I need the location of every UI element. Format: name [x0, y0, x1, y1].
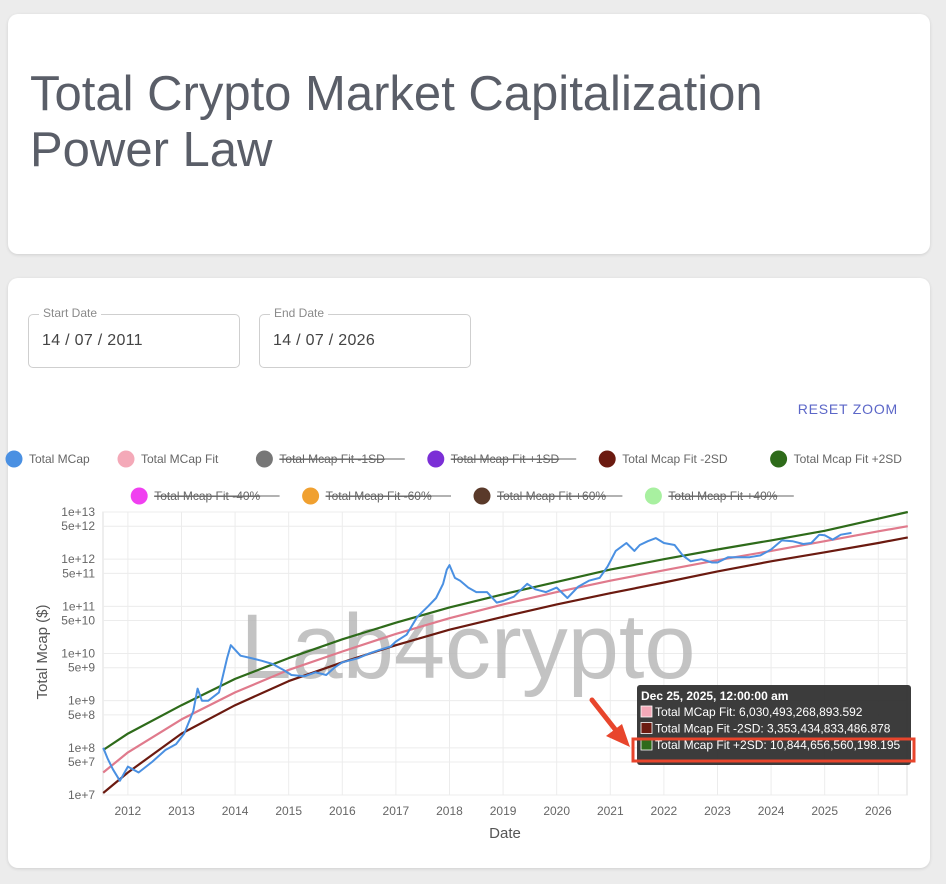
y-axis-label: Total Mcap ($): [34, 604, 51, 699]
legend-item-total-mcap-fit-1sd[interactable]: Total Mcap Fit -1SD: [255, 450, 405, 468]
x-tick-label: 2026: [865, 804, 892, 818]
tooltip-highlight-box: [631, 737, 916, 763]
x-tick-label: 2017: [383, 804, 410, 818]
legend-item-total-mcap-fit-60-[interactable]: Total Mcap Fit -60%: [302, 487, 451, 505]
end-date-value[interactable]: 14 / 07 / 2026: [273, 332, 376, 349]
start-date-value[interactable]: 14 / 07 / 2011: [42, 332, 143, 349]
legend-item-total-mcap-fit-2sd[interactable]: Total Mcap Fit -2SD: [598, 450, 728, 468]
x-tick-label: 2019: [490, 804, 517, 818]
x-tick-label: 2012: [115, 804, 142, 818]
x-tick-label: 2020: [543, 804, 570, 818]
tooltip-swatch: [640, 705, 653, 718]
watermark: Lab4crypto: [240, 596, 695, 698]
legend-swatch: [130, 487, 148, 505]
legend-item-total-mcap-fit-40-[interactable]: Total Mcap Fit +40%: [644, 487, 794, 505]
tooltip-row: Total Mcap Fit -2SD: 3,353,434,833,486.8…: [655, 722, 891, 736]
y-tick-label: 5e+10: [61, 614, 95, 628]
chart-tooltip: Dec 25, 2025, 12:00:00 am Total MCap Fit:…: [631, 685, 916, 765]
start-date-field[interactable]: Start Date 14 / 07 / 2011: [28, 306, 240, 368]
x-tick-label: 2018: [436, 804, 463, 818]
legend-swatch: [770, 450, 788, 468]
x-tick-label: 2024: [758, 804, 785, 818]
chart-series: [102, 510, 909, 794]
legend-swatch: [473, 487, 491, 505]
y-tick-label: 1e+7: [68, 788, 95, 802]
legend-label: Total Mcap Fit +2SD: [794, 452, 903, 466]
legend-item-total-mcap-fit-40-[interactable]: Total Mcap Fit -40%: [130, 487, 280, 505]
legend-item-total-mcap-fit[interactable]: Total MCap Fit: [117, 450, 220, 468]
chart-grid: [102, 511, 908, 796]
legend-item-total-mcap-fit-60-[interactable]: Total Mcap Fit +60%: [473, 487, 623, 505]
legend-label: Total MCap Fit: [141, 452, 219, 466]
y-tick-label: 1e+8: [68, 741, 95, 755]
legend-label: Total MCap: [29, 452, 90, 466]
y-tick-label: 5e+12: [61, 519, 95, 533]
x-tick-label: 2013: [168, 804, 195, 818]
end-date-field[interactable]: End Date 14 / 07 / 2026: [259, 306, 471, 368]
x-axis-label: Date: [489, 825, 521, 842]
y-tick-label: 5e+9: [68, 661, 95, 675]
y-tick-label: 1e+11: [62, 599, 95, 613]
legend-swatch: [598, 450, 616, 468]
y-tick-label: 1e+10: [61, 647, 95, 661]
x-axis-ticks: 2012 2013 2014 2015 2016 2017 2018 2019 2020 2021…: [115, 804, 892, 818]
legend-swatch: [644, 487, 662, 505]
y-tick-label: 1e+12: [61, 552, 95, 566]
end-date-label: End Date: [270, 306, 329, 320]
legend-label: Total Mcap Fit -2SD: [622, 452, 728, 466]
tooltip-row: Total Mcap Fit +2SD: 10,844,656,560,198.…: [655, 738, 900, 752]
series-line-total-mcap-fit-2sd[interactable]: [102, 536, 909, 794]
annotation-arrow: [589, 697, 630, 747]
x-tick-label: 2014: [222, 804, 249, 818]
y-tick-label: 1e+9: [68, 694, 95, 708]
y-tick-label: 5e+7: [68, 755, 95, 769]
reset-zoom-button[interactable]: RESET ZOOM: [797, 401, 898, 417]
legend-swatch: [302, 487, 320, 505]
legend-swatch: [117, 450, 135, 468]
x-tick-label: 2015: [275, 804, 302, 818]
legend-swatch: [255, 450, 273, 468]
series-line-total-mcap-fit[interactable]: [102, 525, 908, 774]
x-tick-label: 2023: [704, 804, 731, 818]
legend-swatch: [5, 450, 23, 468]
y-tick-label: 5e+8: [68, 708, 95, 722]
y-tick-label: 5e+11: [62, 566, 95, 580]
legend-item-total-mcap-fit-1sd[interactable]: Total Mcap Fit +1SD: [427, 450, 577, 468]
tooltip-swatch: [640, 722, 653, 734]
x-tick-label: 2025: [811, 804, 838, 818]
title-card: Total Crypto Market Capitalization Power…: [8, 14, 930, 254]
legend: Total MCap Total MCap Fit Total Mcap Fit -…: [5, 450, 903, 505]
x-tick-label: 2021: [597, 804, 624, 818]
tooltip-box: [637, 685, 911, 765]
start-date-label: Start Date: [39, 306, 102, 320]
tooltip-swatch: [640, 738, 653, 751]
tooltip-title: Dec 25, 2025, 12:00:00 am: [641, 689, 788, 703]
y-tick-label: 1e+13: [61, 505, 95, 519]
series-line-total-mcap[interactable]: [102, 531, 852, 782]
page-title: Total Crypto Market Capitalization Power…: [30, 67, 763, 177]
x-tick-label: 2016: [329, 804, 356, 818]
x-tick-label: 2022: [651, 804, 678, 818]
legend-item-total-mcap[interactable]: Total MCap: [5, 450, 91, 468]
legend-item-total-mcap-fit-2sd[interactable]: Total Mcap Fit +2SD: [770, 450, 903, 468]
series-line-total-mcap-fit-2sd[interactable]: [102, 510, 909, 751]
tooltip-row: Total MCap Fit: 6,030,493,268,893.592: [655, 705, 863, 719]
legend-swatch: [427, 450, 445, 468]
